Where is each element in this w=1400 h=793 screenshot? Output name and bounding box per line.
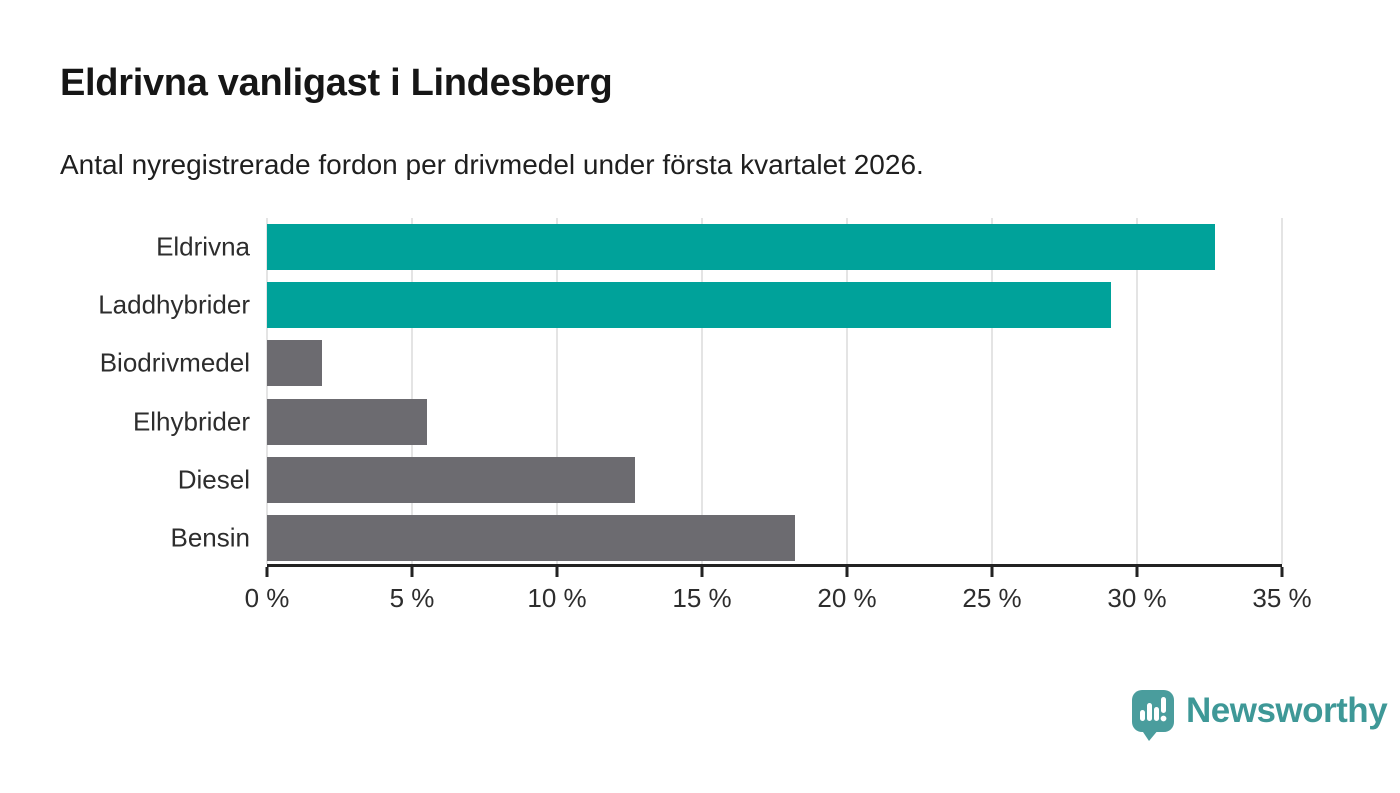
- axis-tick-35: [1280, 567, 1284, 577]
- category-label-biodrivmedel: Biodrivmedel: [99, 347, 250, 378]
- chart-subtitle: Antal nyregistrerade fordon per drivmede…: [60, 149, 924, 180]
- bar-elhybrider: [267, 398, 427, 445]
- axis-tick-30: [1135, 567, 1139, 577]
- gridline-5-percent: [411, 218, 413, 564]
- category-label-bensin: Bensin: [170, 522, 251, 553]
- newsworthy-logo: Newsworthy: [1131, 688, 1388, 744]
- newsworthy-wordmark: Newsworthy: [1186, 691, 1388, 730]
- category-label-diesel: Diesel: [177, 464, 250, 495]
- gridline-25-percent: [991, 218, 993, 564]
- category-label-eldrivna: Eldrivna: [156, 231, 250, 262]
- newsworthy-chart-bubble-icon: [1132, 690, 1174, 741]
- gridline-20-percent: [846, 218, 848, 564]
- axis-tick-0: [265, 567, 269, 577]
- axis-tick-label-15: 15 %: [672, 583, 732, 613]
- axis-tick-label-30: 30 %: [1107, 583, 1167, 613]
- category-label-laddhybrider: Laddhybrider: [98, 289, 250, 320]
- axis-tick-label-10: 10 %: [527, 583, 587, 613]
- bar-biodrivmedel: [267, 340, 323, 387]
- axis-tick-label-35: 35 %: [1252, 583, 1312, 613]
- axis-tick-25: [990, 567, 994, 577]
- axis-tick-15: [700, 567, 704, 577]
- gridline-15-percent: [701, 218, 703, 564]
- chart-title: Eldrivna vanligast i Lindesberg: [60, 62, 613, 104]
- axis-tick-5: [410, 567, 414, 577]
- bar-bensin: [267, 514, 795, 561]
- gridline-35-percent: [1281, 218, 1283, 564]
- gridline-10-percent: [556, 218, 558, 564]
- axis-tick-label-20: 20 %: [817, 583, 877, 613]
- gridline-30-percent: [1136, 218, 1138, 564]
- axis-tick-10: [555, 567, 559, 577]
- bar-laddhybrider: [267, 282, 1111, 329]
- axis-tick-label-0: 0 %: [244, 583, 290, 613]
- bar-eldrivna: [267, 224, 1216, 271]
- axis-tick-label-5: 5 %: [389, 583, 435, 613]
- category-label-elhybrider: Elhybrider: [132, 406, 250, 437]
- axis-tick-label-25: 25 %: [962, 583, 1022, 613]
- gridline-0-percent: [266, 218, 268, 564]
- axis-tick-20: [845, 567, 849, 577]
- bar-diesel: [267, 456, 636, 503]
- bar-chart-plot-area: Eldrivna Laddhybrider Biodrivmedel Elhybrid…: [98, 218, 1312, 613]
